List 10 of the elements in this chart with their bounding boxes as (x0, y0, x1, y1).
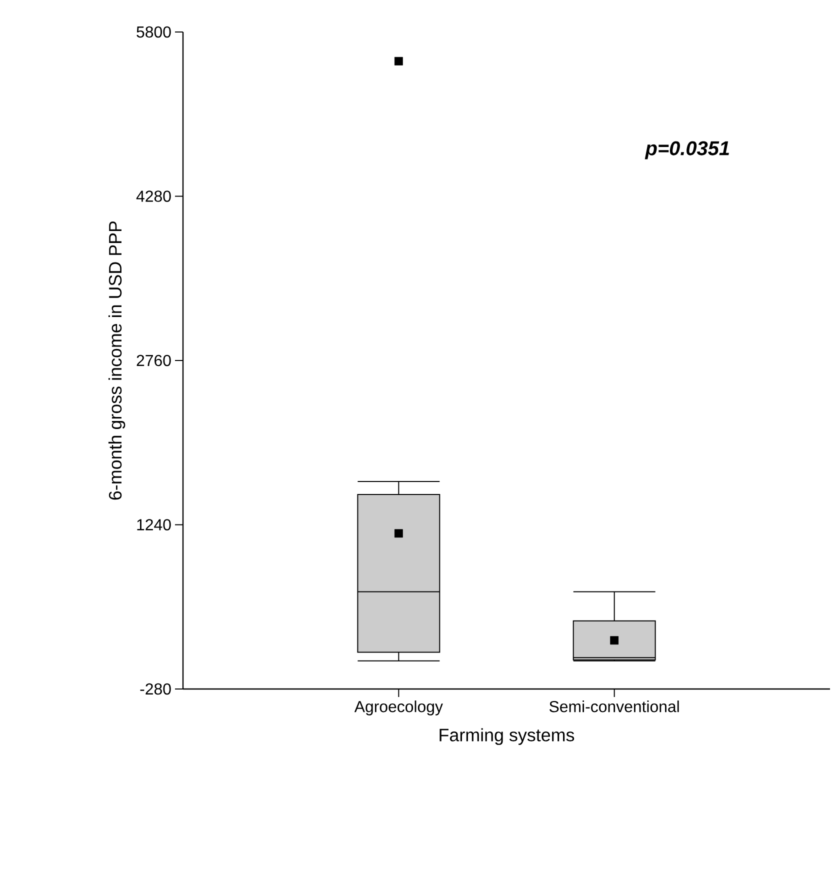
x-axis-title: Farming systems (440, 728, 574, 745)
y-tick-label: 4280 (136, 190, 171, 202)
y-tick-label: 5800 (136, 26, 171, 38)
y-axis-title: 6-month gross income in USD PPP (108, 221, 126, 500)
x-tick-label: Agroecology (354, 700, 443, 716)
annotation: p=0.0351 (644, 141, 729, 160)
y-tick-label: 2760 (136, 354, 171, 366)
y-tick-label: -280 (140, 683, 171, 695)
x-tick-label: Semi-conventional (549, 700, 679, 712)
y-tick-label: 1240 (137, 519, 171, 530)
